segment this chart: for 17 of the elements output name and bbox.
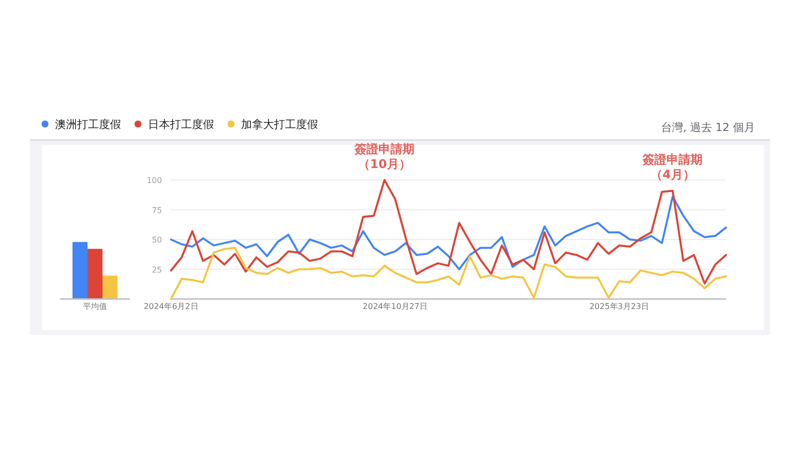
y-tick-label: 100 bbox=[146, 176, 162, 185]
y-tick-label: 25 bbox=[152, 265, 162, 274]
y-tick-label: 75 bbox=[152, 206, 162, 215]
annotation: 簽證申請期（4月） bbox=[642, 152, 703, 182]
y-tick-label: 50 bbox=[152, 236, 162, 244]
legend-label: 澳洲打工度假 bbox=[55, 118, 121, 131]
x-tick-label: 2024年6月2日 bbox=[144, 302, 198, 311]
x-tick-label: 2025年3月23日 bbox=[589, 302, 650, 311]
annotation: 簽證申請期（10月） bbox=[353, 142, 414, 171]
legend-label: 加拿大打工度假 bbox=[241, 118, 318, 131]
line-series bbox=[170, 179, 727, 285]
x-tick-label: 2024年10月27日 bbox=[362, 302, 428, 311]
x-tick-label: 平均值 bbox=[83, 302, 107, 311]
line-series bbox=[170, 246, 727, 300]
text: 台灣, 過去 12 個月 bbox=[661, 121, 755, 134]
line-series bbox=[170, 196, 727, 270]
legend-label: 日本打工度假 bbox=[148, 118, 214, 131]
